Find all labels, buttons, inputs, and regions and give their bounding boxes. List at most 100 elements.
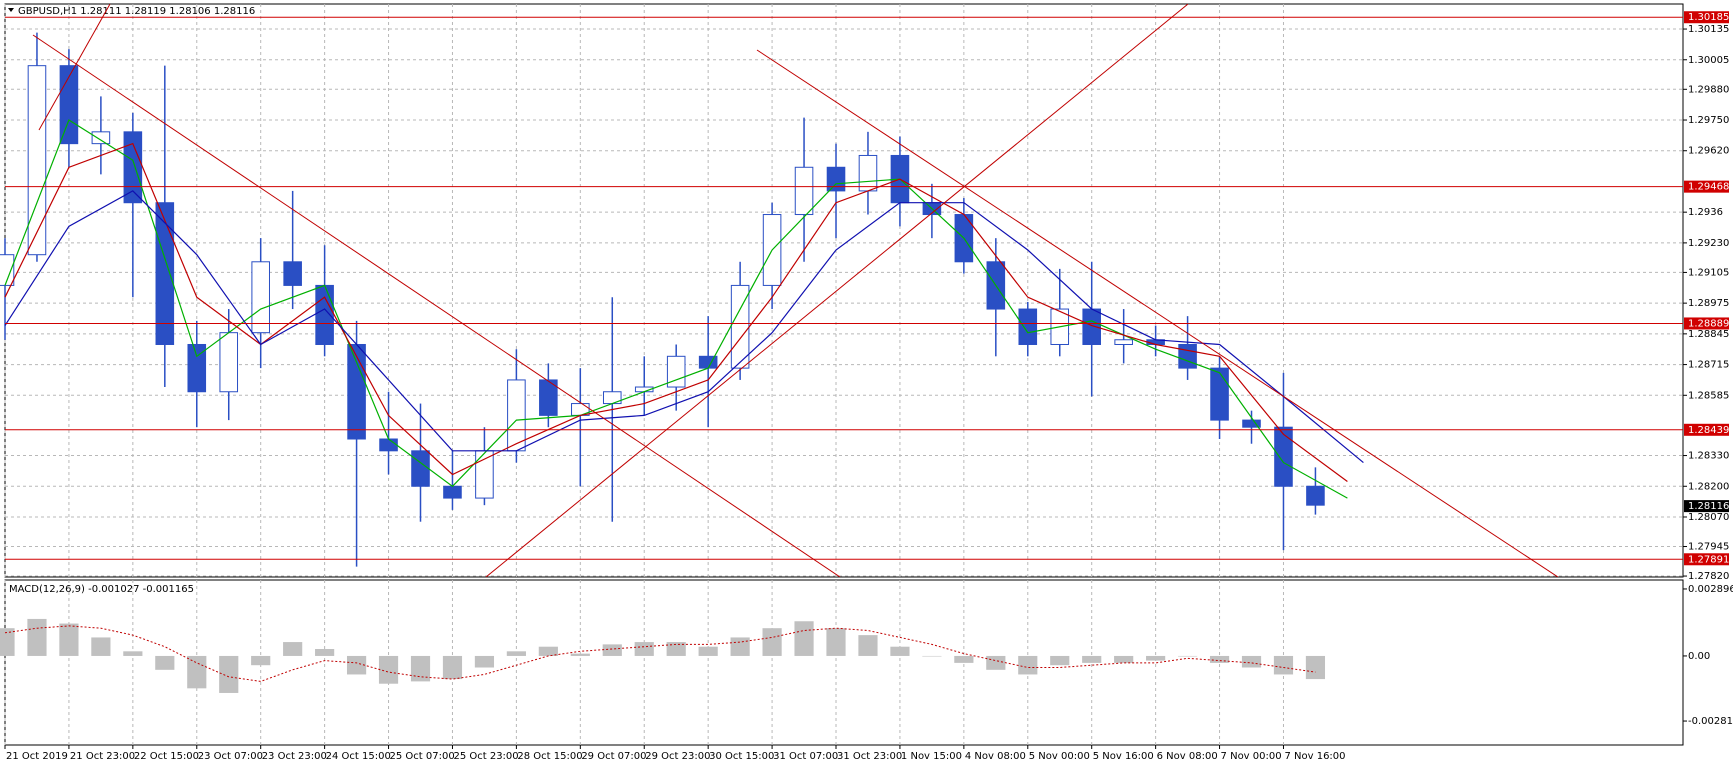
y-tick-label: 0.00 — [1688, 651, 1710, 662]
macd-bar — [634, 642, 654, 656]
macd-bar — [187, 655, 207, 689]
macd-bar — [410, 655, 431, 682]
level-label: 1.28889 — [1688, 318, 1729, 329]
y-tick-label: 1.28200 — [1688, 481, 1729, 492]
level-label: 1.30185 — [1688, 12, 1729, 23]
macd-bar — [315, 649, 335, 656]
macd-bar — [1178, 655, 1198, 657]
candle-body — [1018, 308, 1038, 345]
x-tick-label: 5 Nov 00:00 — [1029, 751, 1090, 762]
macd-bar — [346, 655, 367, 675]
trendline — [485, 4, 1189, 577]
x-tick-label: 25 Oct 23:00 — [453, 751, 518, 762]
macd-bar — [730, 637, 750, 656]
level-label: 1.27891 — [1688, 554, 1729, 565]
candle-body — [475, 450, 494, 499]
x-tick-label: 29 Oct 23:00 — [645, 751, 710, 762]
candle-body — [858, 154, 878, 192]
macd-bar — [538, 646, 558, 656]
macd-bar — [1305, 655, 1326, 680]
last-price-box — [1684, 500, 1729, 513]
candle-body — [155, 202, 175, 345]
y-tick-label: 1.28330 — [1688, 451, 1729, 462]
candle-body — [411, 450, 430, 487]
candle-body — [219, 332, 239, 393]
x-tick-label: 23 Oct 23:00 — [262, 751, 327, 762]
x-tick-label: 29 Oct 07:00 — [581, 751, 646, 762]
macd-bar — [1082, 655, 1102, 663]
y-tick-label: 1.30005 — [1688, 55, 1729, 66]
macd-bar — [27, 618, 47, 656]
macd-bar — [954, 655, 974, 663]
x-tick-label: 6 Nov 08:00 — [1157, 751, 1218, 762]
y-tick-label: 1.29105 — [1688, 267, 1729, 278]
macd-bar — [442, 655, 463, 680]
macd-bar — [1146, 655, 1166, 661]
level-label-box — [1684, 180, 1729, 193]
y-tick-label: 1.27820 — [1688, 571, 1729, 582]
y-tick-label: 1.27945 — [1688, 542, 1729, 553]
macd-bar — [794, 621, 814, 656]
candle-body — [27, 65, 47, 256]
candle-body — [1274, 426, 1293, 487]
macd-frame — [4, 579, 1684, 746]
candle-body — [187, 343, 207, 393]
candle-body — [1178, 343, 1197, 369]
macd-bar — [155, 655, 175, 670]
y-tick-label: 1.29230 — [1688, 238, 1729, 249]
x-tick-label: 31 Oct 07:00 — [773, 751, 838, 762]
trendline — [32, 34, 841, 577]
level-label-box — [1684, 423, 1729, 436]
macd-bar — [890, 646, 910, 656]
macd-bar — [474, 655, 495, 668]
macd-bar — [698, 646, 718, 656]
level-label: 1.29468 — [1688, 182, 1729, 193]
x-tick-label: 31 Oct 23:00 — [837, 751, 902, 762]
macd-bar — [1209, 655, 1230, 663]
y-tick-label: 1.28585 — [1688, 390, 1729, 401]
macd-bar — [826, 628, 846, 656]
candle-body — [123, 131, 143, 204]
y-tick-label: 1.28070 — [1688, 512, 1729, 523]
moving-average — [4, 142, 1348, 482]
y-tick-label: -0.002814 — [1688, 716, 1733, 727]
candle-body — [91, 131, 111, 145]
candle-body — [379, 438, 398, 452]
candle-body — [507, 379, 526, 452]
chart-title: GBPUSD,H1 1.28111 1.28119 1.28106 1.2811… — [18, 6, 255, 17]
symbol-arrow — [8, 8, 14, 12]
y-tick-label: 1.29880 — [1688, 84, 1729, 95]
x-tick-label: 1 Nov 15:00 — [901, 751, 962, 762]
candle-body — [698, 355, 718, 369]
macd-bar — [1018, 655, 1038, 675]
macd-bar — [1050, 655, 1070, 666]
macd-bar — [219, 655, 239, 693]
candle-body — [666, 355, 686, 388]
macd-bar — [1273, 655, 1294, 675]
macd-bar — [922, 655, 942, 657]
y-tick-label: 1.28715 — [1688, 360, 1729, 371]
x-tick-label: 22 Oct 15:00 — [134, 751, 199, 762]
macd-bar — [570, 653, 590, 656]
macd-bar — [1241, 655, 1262, 668]
candle-body — [539, 379, 558, 416]
macd-bar — [59, 623, 79, 656]
x-tick-label: 4 Nov 08:00 — [965, 751, 1026, 762]
moving-average — [4, 190, 1364, 464]
trendline — [756, 49, 1559, 577]
y-tick-label: 1.28845 — [1688, 329, 1729, 340]
macd-bar — [378, 655, 399, 684]
macd-signal — [4, 625, 1316, 682]
candle-body — [1114, 339, 1133, 345]
macd-bar — [251, 655, 271, 666]
candle-body — [794, 166, 814, 216]
last-price-label: 1.28116 — [1688, 501, 1729, 512]
candle-body — [1210, 367, 1229, 421]
x-tick-label: 7 Nov 00:00 — [1221, 751, 1282, 762]
x-tick-label: 21 Oct 2019 — [6, 751, 68, 762]
candle-body — [283, 261, 302, 286]
x-tick-label: 23 Oct 07:00 — [198, 751, 263, 762]
macd-bar — [123, 651, 143, 656]
candle-body — [1242, 419, 1261, 428]
